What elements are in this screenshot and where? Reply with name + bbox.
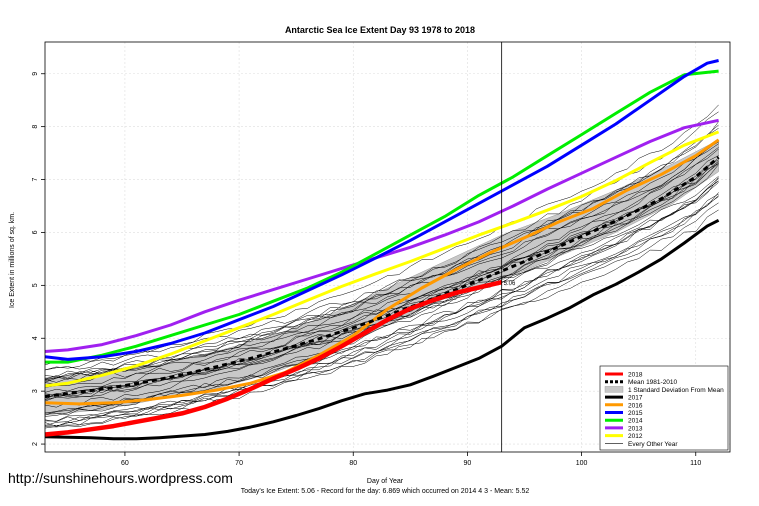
every-other-year-lines [44, 104, 719, 429]
series-lines [44, 59, 720, 441]
y-tick-label: 8 [32, 125, 39, 129]
legend-label: 2015 [628, 410, 643, 417]
y-tick-label: 5 [32, 283, 39, 287]
legend-label: 2018 [628, 372, 643, 379]
year-line-thin [44, 177, 719, 426]
legend-label: Every Other Year [628, 441, 678, 448]
series-line-2018 [44, 280, 503, 437]
year-line-thin [44, 202, 719, 428]
y-tick-label: 7 [32, 178, 39, 182]
series-line-mean-1981-2010 [44, 156, 720, 398]
year-line-thin [44, 147, 719, 400]
x-tick-label: 90 [464, 460, 472, 467]
x-axis-label: Day of Year [367, 478, 404, 485]
current-day-marker: 5.06 [501, 42, 516, 452]
legend-label: 2017 [628, 395, 643, 402]
x-tick-label: 60 [121, 460, 129, 467]
x-tick-label: 100 [576, 460, 588, 467]
current-value-label: 5.06 [504, 281, 516, 287]
year-line-thin [44, 196, 719, 429]
year-line-thin [44, 195, 719, 422]
year-line-thin [44, 124, 719, 380]
legend-label: 1 Standard Deviation From Mean [628, 387, 724, 394]
legend-label: 2014 [628, 418, 643, 425]
plot-frame [44, 41, 731, 453]
y-tick-label: 3 [32, 389, 39, 393]
year-line-thin [44, 104, 719, 366]
chart-title: Antarctic Sea Ice Extent Day 93 1978 to … [285, 25, 475, 35]
year-line-thin [44, 180, 719, 416]
series-line-2016 [44, 138, 720, 406]
source-url[interactable]: http://sunshinehours.wordpress.com [8, 470, 233, 486]
y-tick-label: 6 [32, 230, 39, 234]
axes: 60 70 80 90 100 110 2 3 4 5 6 7 8 9 [32, 41, 731, 467]
legend-label: 2012 [628, 433, 643, 440]
series-line-2014 [45, 69, 719, 364]
year-line-thin [44, 121, 719, 383]
year-line-thin [44, 209, 719, 427]
x-tick-label: 70 [235, 460, 243, 467]
year-line-thin [44, 140, 719, 383]
legend-label: 2016 [628, 402, 643, 409]
x-tick-label: 80 [349, 460, 357, 467]
y-axis-label: Ice Extent in millions of sq. km. [9, 212, 16, 308]
legend-label: Mean 1981-2010 [628, 379, 678, 386]
year-line-thin [44, 180, 719, 422]
x-tick-label: 110 [690, 460, 701, 467]
year-line-thin [44, 159, 719, 385]
series-line-2017 [44, 218, 720, 441]
y-tick-label: 2 [32, 442, 39, 446]
year-line-thin [44, 127, 719, 371]
year-line-thin [44, 141, 719, 371]
y-tick-label: 9 [32, 72, 39, 76]
series-line-2015 [44, 59, 719, 361]
footnote: Today's Ice Extent: 5.06 - Record for th… [241, 488, 530, 495]
y-tick-label: 4 [32, 336, 39, 340]
legend-label: 2013 [628, 425, 643, 432]
legend-swatch-band [604, 386, 624, 393]
series-line-2012 [44, 130, 720, 388]
